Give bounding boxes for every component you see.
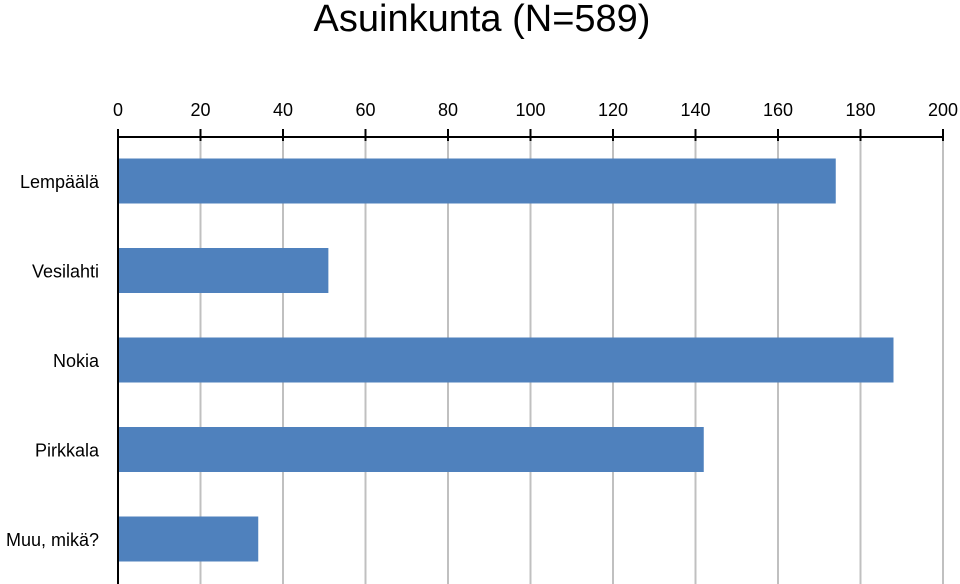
x-tick-label: 180 <box>845 100 875 120</box>
x-tick-label: 120 <box>598 100 628 120</box>
category-label: Muu, mikä? <box>6 530 99 550</box>
x-tick-label: 140 <box>680 100 710 120</box>
x-tick-label: 20 <box>190 100 210 120</box>
bar <box>118 516 259 562</box>
x-tick-label: 40 <box>273 100 293 120</box>
category-label: Nokia <box>53 351 100 371</box>
bar <box>118 248 329 293</box>
x-tick-label: 200 <box>928 100 958 120</box>
x-tick-label: 0 <box>113 100 123 120</box>
category-label: Lempäälä <box>20 172 100 192</box>
x-tick-label: 160 <box>763 100 793 120</box>
chart-title: Asuinkunta (N=589) <box>313 0 651 40</box>
category-label: Pirkkala <box>35 441 100 461</box>
category-label: Vesilahti <box>32 262 99 282</box>
x-tick-label: 60 <box>355 100 375 120</box>
x-tick-label: 100 <box>515 100 545 120</box>
bar <box>118 158 836 204</box>
bar <box>118 427 704 472</box>
bar <box>118 337 894 383</box>
x-tick-label: 80 <box>438 100 458 120</box>
